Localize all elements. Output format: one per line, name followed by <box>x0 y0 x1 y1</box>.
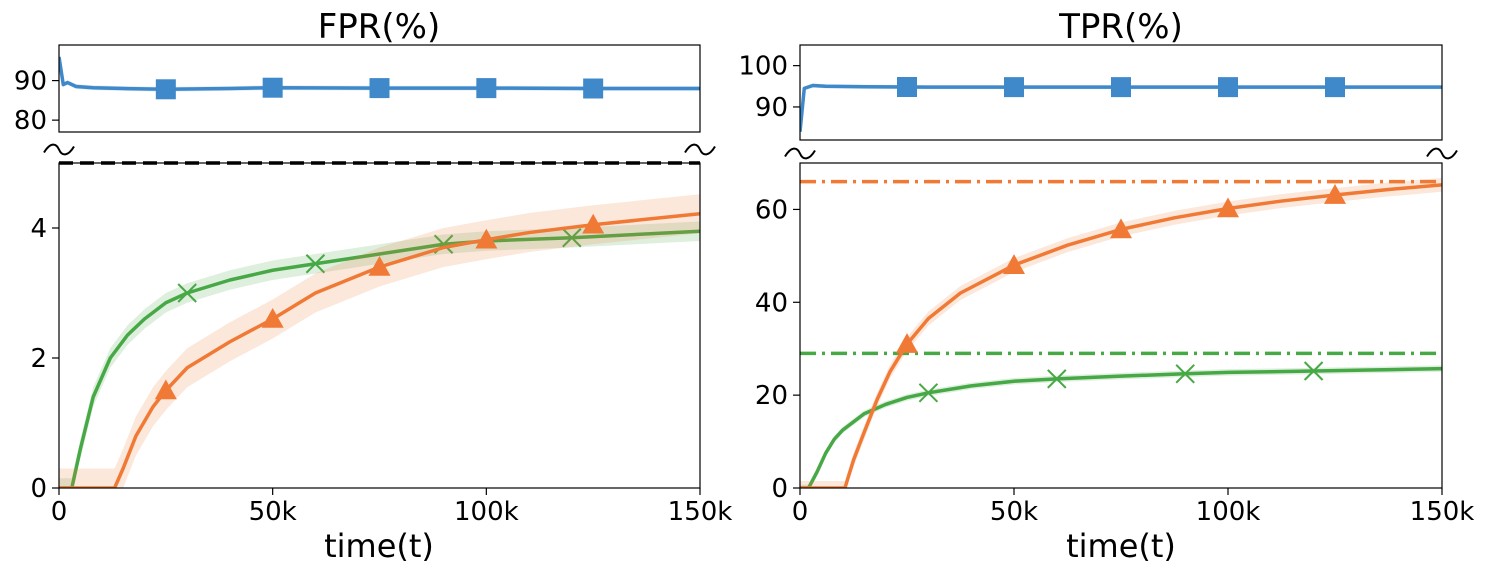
fpr-lower-panel: 0 2 4 0 50k 100k 150k <box>30 161 733 527</box>
tpr-upper-y-tick-label: 90 <box>755 93 788 123</box>
tpr-marker-blue-3 <box>1218 77 1238 98</box>
fpr-lower-y-ticks: 0 2 4 <box>30 214 59 504</box>
tpr-lower-panel: 0 20 40 60 0 50k 100k 150k <box>755 162 1475 527</box>
fpr-axis-break-right <box>684 143 716 156</box>
tpr-series-blue <box>800 83 1442 134</box>
fpr-x-tick-label: 50k <box>249 497 297 527</box>
tpr-axis-break-left <box>784 147 816 160</box>
tpr-axis-break-right <box>1426 147 1458 160</box>
tpr-marker-blue-2 <box>1111 77 1131 98</box>
tpr-marker-orange-1 <box>1003 254 1025 274</box>
tpr-series-orange <box>800 177 1442 488</box>
tpr-axis-break-marks <box>784 147 1458 160</box>
fpr-marker-blue-2 <box>369 78 390 99</box>
fpr-lower-y-tick-label: 0 <box>30 474 47 504</box>
fpr-marker-green-0 <box>177 283 197 303</box>
fpr-lower-frame <box>58 162 701 489</box>
tpr-upper-y-tick-label: 100 <box>738 52 788 82</box>
fpr-marker-blue-1 <box>262 77 283 98</box>
tpr-series-green <box>800 365 1442 488</box>
tpr-marker-green-1 <box>1047 369 1067 389</box>
fpr-chart-title: FPR(%) <box>318 7 441 47</box>
fpr-marker-blue-4 <box>583 78 604 99</box>
fpr-x-tick-label: 0 <box>51 497 68 527</box>
tpr-marker-orange-4 <box>1324 184 1346 204</box>
tpr-x-tick-label: 50k <box>990 497 1038 527</box>
fpr-marker-blue-3 <box>476 78 497 99</box>
tpr-line-orange <box>800 183 1442 488</box>
tpr-x-tick-label: 100k <box>1196 497 1261 527</box>
tpr-lower-y-tick-label: 40 <box>755 288 788 318</box>
tpr-x-ticks: 0 50k 100k 150k <box>792 488 1475 527</box>
tpr-lower-series <box>800 177 1442 488</box>
fpr-upper-y-tick-label: 90 <box>14 67 47 97</box>
fpr-x-axis-label: time(t) <box>324 527 434 565</box>
fpr-marker-orange-1 <box>261 308 284 328</box>
fpr-upper-frame <box>58 44 701 133</box>
tpr-marker-orange-0 <box>896 333 918 353</box>
fpr-marker-green-3 <box>562 228 582 248</box>
fpr-marker-blue-0 <box>155 79 176 100</box>
tpr-lower-y-tick-label: 20 <box>755 381 788 411</box>
fpr-lower-axes-frame <box>58 162 701 489</box>
fpr-marker-orange-0 <box>154 379 177 400</box>
fpr-series-orange <box>59 194 700 488</box>
fpr-x-tick-label: 100k <box>454 497 519 527</box>
tpr-lower-axes-frame <box>799 162 1443 489</box>
tpr-lower-y-tick-label: 0 <box>771 474 788 504</box>
fpr-lower-y-tick-label: 2 <box>30 344 47 374</box>
fpr-band-orange <box>59 194 700 488</box>
tpr-lower-y-ticks: 0 20 40 60 <box>755 195 800 504</box>
fpr-upper-series <box>59 54 700 100</box>
tpr-marker-blue-1 <box>1004 77 1024 98</box>
fpr-x-ticks: 0 50k 100k 150k <box>51 488 733 527</box>
tpr-marker-orange-3 <box>1217 197 1239 218</box>
fpr-marker-green-1 <box>305 254 326 274</box>
tpr-marker-blue-4 <box>1325 77 1345 98</box>
fpr-marker-orange-4 <box>582 213 605 234</box>
fpr-axis-break-marks <box>43 143 716 156</box>
fpr-lower-y-tick-label: 4 <box>30 214 47 244</box>
tpr-x-tick-label: 0 <box>792 497 809 527</box>
fpr-upper-axes-frame <box>58 44 701 133</box>
tpr-marker-green-2 <box>1175 364 1195 384</box>
fpr-upper-y-tick-label: 80 <box>14 106 47 136</box>
fpr-x-tick-label: 150k <box>668 497 733 527</box>
tpr-upper-series <box>800 76 1442 134</box>
fpr-band-green <box>59 221 700 488</box>
tpr-marker-green-3 <box>1303 361 1324 381</box>
tpr-upper-axes-frame <box>799 44 1443 141</box>
fpr-axis-break-left <box>43 143 75 156</box>
tpr-chart-title: TPR(%) <box>1058 7 1183 47</box>
tpr-marker-orange-2 <box>1110 218 1132 239</box>
tpr-line-blue <box>800 83 1442 132</box>
tpr-lower-y-tick-label: 60 <box>755 195 788 225</box>
tpr-marker-green-0 <box>918 383 939 403</box>
fpr-marker-orange-3 <box>475 228 498 249</box>
fpr-marker-orange-2 <box>368 256 391 276</box>
tpr-x-axis-label: time(t) <box>1066 527 1176 565</box>
tpr-lower-frame <box>799 162 1443 489</box>
tpr-marker-blue-0 <box>897 76 917 97</box>
tpr-line-green <box>800 366 1442 488</box>
tpr-upper-frame <box>799 44 1443 141</box>
fpr-line-orange <box>59 211 700 488</box>
tpr-x-tick-label: 150k <box>1410 497 1475 527</box>
